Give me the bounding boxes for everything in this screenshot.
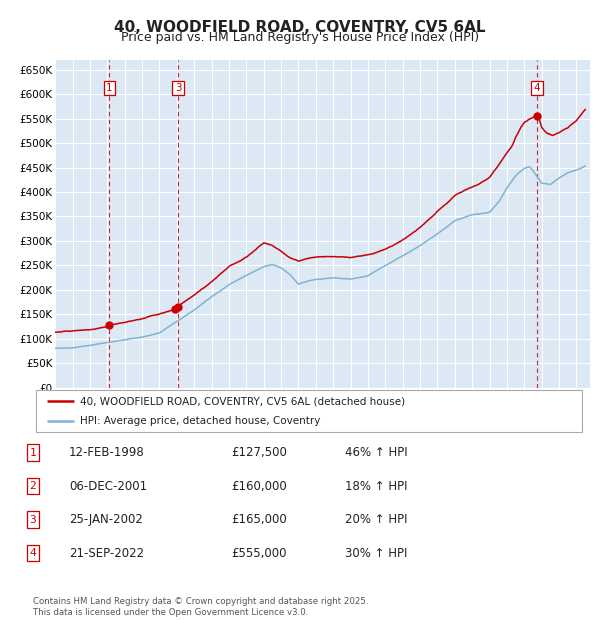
Text: £165,000: £165,000: [231, 513, 287, 526]
Text: 2: 2: [29, 481, 37, 491]
Text: 40, WOODFIELD ROAD, COVENTRY, CV5 6AL: 40, WOODFIELD ROAD, COVENTRY, CV5 6AL: [114, 20, 486, 35]
Text: Contains HM Land Registry data © Crown copyright and database right 2025.
This d: Contains HM Land Registry data © Crown c…: [33, 598, 368, 617]
Text: 12-FEB-1998: 12-FEB-1998: [69, 446, 145, 459]
Text: 21-SEP-2022: 21-SEP-2022: [69, 547, 144, 559]
Text: 3: 3: [29, 515, 37, 525]
Text: 46% ↑ HPI: 46% ↑ HPI: [345, 446, 407, 459]
Text: 3: 3: [175, 83, 181, 93]
Text: £160,000: £160,000: [231, 480, 287, 492]
Text: Price paid vs. HM Land Registry's House Price Index (HPI): Price paid vs. HM Land Registry's House …: [121, 31, 479, 44]
Text: 30% ↑ HPI: 30% ↑ HPI: [345, 547, 407, 559]
Text: HPI: Average price, detached house, Coventry: HPI: Average price, detached house, Cove…: [80, 416, 320, 426]
Text: 18% ↑ HPI: 18% ↑ HPI: [345, 480, 407, 492]
Text: 4: 4: [29, 548, 37, 558]
Text: 1: 1: [29, 448, 37, 458]
Text: £555,000: £555,000: [231, 547, 287, 559]
Text: £127,500: £127,500: [231, 446, 287, 459]
Text: 06-DEC-2001: 06-DEC-2001: [69, 480, 147, 492]
Text: 20% ↑ HPI: 20% ↑ HPI: [345, 513, 407, 526]
Text: 4: 4: [534, 83, 541, 93]
Text: 40, WOODFIELD ROAD, COVENTRY, CV5 6AL (detached house): 40, WOODFIELD ROAD, COVENTRY, CV5 6AL (d…: [80, 396, 405, 406]
Text: 1: 1: [106, 83, 113, 93]
Text: 25-JAN-2002: 25-JAN-2002: [69, 513, 143, 526]
FancyBboxPatch shape: [36, 390, 582, 432]
